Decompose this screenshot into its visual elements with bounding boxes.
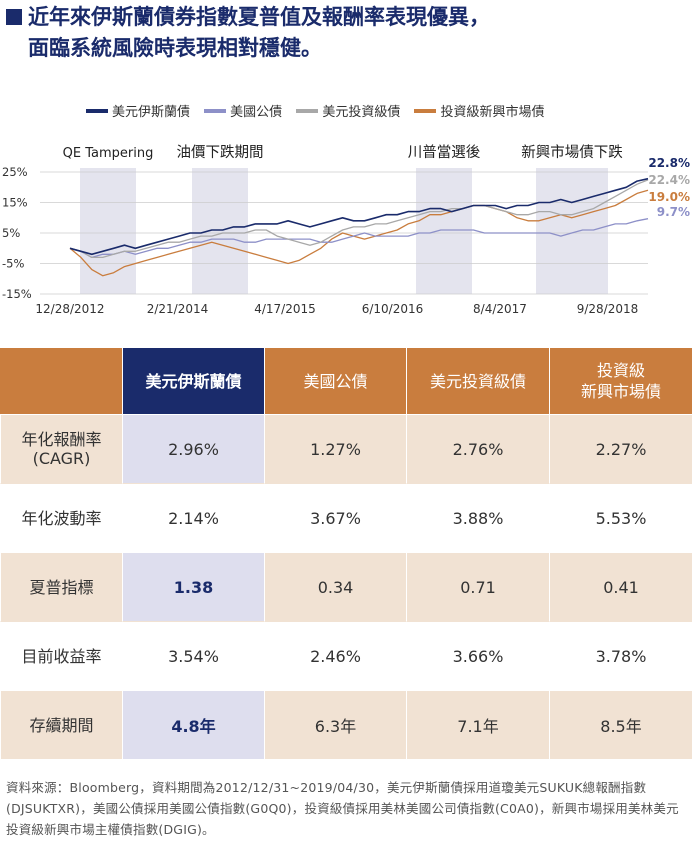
shaded-period	[536, 168, 608, 294]
row-label: 存續期間	[0, 690, 122, 759]
end-value-label: 9.7%	[657, 205, 690, 219]
table-cell: 5.53%	[549, 483, 692, 552]
legend-item-em: 投資級新興市場債	[414, 101, 544, 120]
legend-label: 美元伊斯蘭債	[112, 105, 191, 120]
table-corner	[0, 348, 122, 414]
table-cell: 2.27%	[549, 414, 692, 483]
series-line	[69, 177, 649, 256]
x-tick-label: 8/4/2017	[473, 302, 527, 316]
col-header-treasury: 美國公債	[264, 348, 406, 414]
y-tick-label: 15%	[2, 196, 28, 210]
x-tick-label: 4/17/2015	[254, 302, 316, 316]
table-cell: 4.8年	[122, 690, 264, 759]
table-cell: 0.71	[406, 552, 549, 621]
row-label: 夏普指標	[0, 552, 122, 621]
series-line	[69, 179, 649, 259]
shaded-period	[192, 168, 248, 294]
table-cell: 6.3年	[264, 690, 406, 759]
legend-item-treasury: 美國公債	[204, 101, 282, 120]
col-header-em: 投資級 新興市場債	[549, 348, 692, 414]
table-cell: 1.27%	[264, 414, 406, 483]
end-value-label: 19.0%	[648, 190, 690, 204]
row-label: 年化波動率	[0, 483, 122, 552]
table-cell: 8.5年	[549, 690, 692, 759]
legend-swatch	[414, 108, 437, 113]
comparison-table: 美元伊斯蘭債 美國公債 美元投資級債 投資級 新興市場債 年化報酬率 (CAGR…	[0, 348, 692, 759]
title-line-2: 面臨系統風險時表現相對穩健。	[28, 36, 322, 60]
table-cell: 2.96%	[122, 414, 264, 483]
shaded-period	[80, 168, 136, 294]
legend-label: 投資級新興市場債	[440, 105, 545, 120]
col-header-islamic: 美元伊斯蘭債	[122, 348, 264, 414]
chart-legend: 美元伊斯蘭債 美國公債 美元投資級債 投資級新興市場債	[86, 101, 554, 120]
table-row: 目前收益率 3.54% 2.46% 3.66% 3.78%	[0, 621, 692, 690]
title-line-1: 近年來伊斯蘭債券指數夏普值及報酬率表現優異，	[28, 5, 490, 29]
series-line	[69, 218, 649, 259]
table-row: 年化報酬率 (CAGR) 2.96% 1.27% 2.76% 2.27%	[0, 414, 692, 483]
legend-swatch	[86, 108, 108, 113]
legend-swatch	[296, 108, 319, 113]
row-label: 目前收益率	[0, 621, 122, 690]
x-tick-label: 2/21/2014	[147, 302, 209, 316]
legend-item-ig: 美元投資級債	[296, 101, 400, 120]
row-label: 年化報酬率 (CAGR)	[0, 414, 122, 483]
table-header-row: 美元伊斯蘭債 美國公債 美元投資級債 投資級 新興市場債	[0, 348, 692, 414]
legend-item-islamic: 美元伊斯蘭債	[86, 101, 190, 120]
col-header-ig: 美元投資級債	[406, 348, 549, 414]
table-cell: 7.1年	[406, 690, 549, 759]
table-cell: 3.66%	[406, 621, 549, 690]
table-cell: 0.34	[264, 552, 406, 621]
legend-label: 美元投資級債	[322, 105, 401, 120]
period-label: 油價下跌期間	[177, 144, 264, 161]
legend-swatch	[204, 108, 227, 113]
table-cell: 2.14%	[122, 483, 264, 552]
period-label: QE Tampering	[63, 146, 154, 161]
period-label: 新興市場債下跌	[521, 144, 623, 161]
end-value-label: 22.4%	[648, 173, 690, 187]
series-line	[69, 189, 649, 277]
table-cell: 3.54%	[122, 621, 264, 690]
page-title: 近年來伊斯蘭債券指數夏普值及報酬率表現優異， 面臨系統風險時表現相對穩健。	[6, 2, 692, 64]
x-tick-label: 9/28/2018	[577, 302, 639, 316]
table-cell: 3.67%	[264, 483, 406, 552]
table-cell: 1.38	[122, 552, 264, 621]
table-row: 存續期間 4.8年 6.3年 7.1年 8.5年	[0, 690, 692, 759]
table-cell: 3.88%	[406, 483, 549, 552]
table-cell: 2.46%	[264, 621, 406, 690]
y-tick-label: -5%	[2, 257, 24, 271]
y-tick-label: -15%	[2, 287, 32, 301]
table-row: 年化波動率 2.14% 3.67% 3.88% 5.53%	[0, 483, 692, 552]
y-tick-label: 25%	[2, 165, 28, 179]
shaded-period	[416, 168, 472, 294]
table-row: 夏普指標 1.38 0.34 0.71 0.41	[0, 552, 692, 621]
x-tick-label: 6/10/2016	[362, 302, 424, 316]
x-tick-label: 12/28/2012	[35, 302, 104, 316]
legend-label: 美國公債	[230, 105, 283, 120]
table-cell: 0.41	[549, 552, 692, 621]
y-tick-label: 5%	[2, 226, 20, 240]
end-value-label: 22.8%	[648, 156, 690, 170]
title-square-icon	[6, 9, 22, 25]
source-note: 資料來源：Bloomberg，資料期間為2012/12/31~2019/04/3…	[6, 780, 679, 837]
table-cell: 3.78%	[549, 621, 692, 690]
table-cell: 2.76%	[406, 414, 549, 483]
line-chart: QE Tampering 油價下跌期間 川普當選後 新興市場債下跌 25% 15% 5% -5…	[2, 144, 690, 316]
period-label: 川普當選後	[408, 144, 481, 161]
